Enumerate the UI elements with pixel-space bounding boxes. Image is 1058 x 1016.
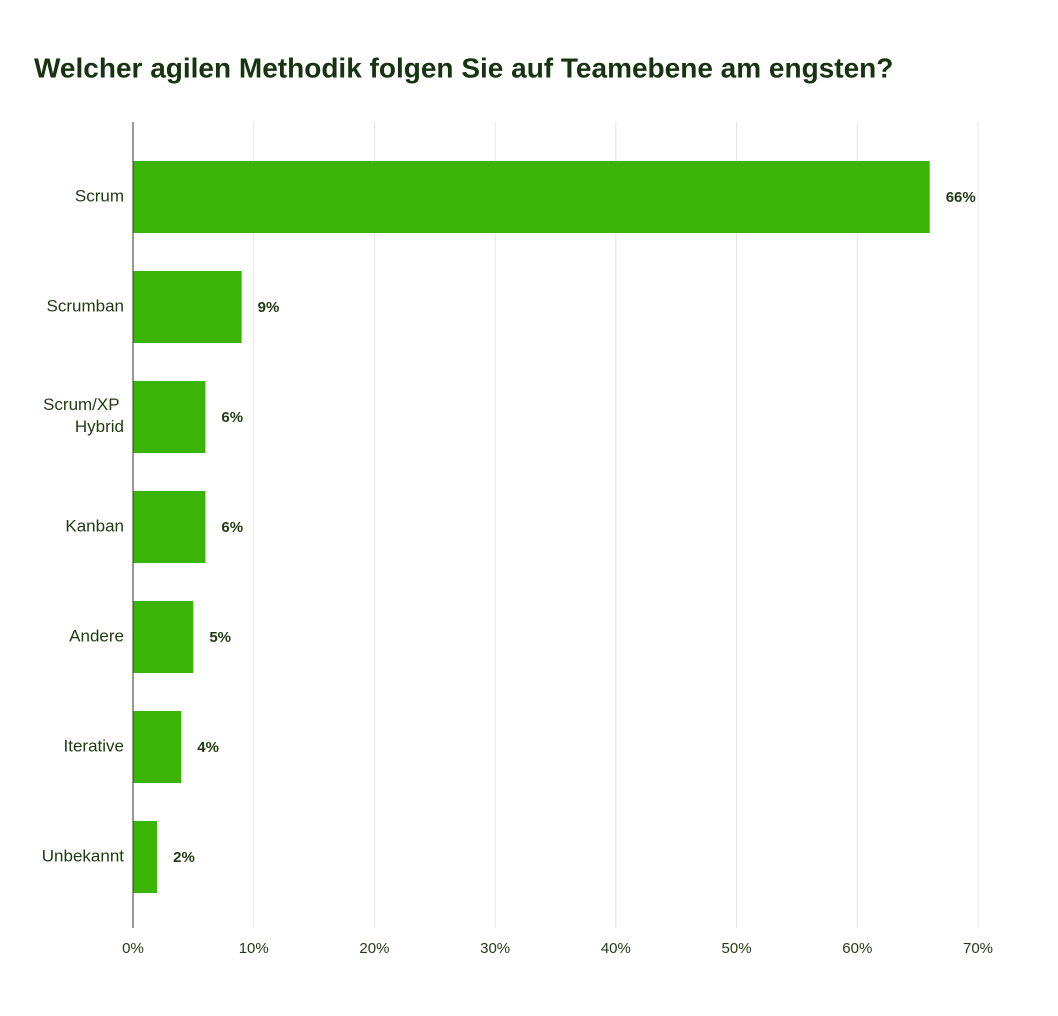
x-tick-label: 30% bbox=[480, 940, 510, 957]
value-label: 6% bbox=[221, 519, 243, 536]
bar bbox=[133, 381, 206, 453]
value-label: 5% bbox=[209, 629, 231, 646]
x-tick-label: 40% bbox=[601, 940, 631, 957]
x-tick-label: 60% bbox=[842, 940, 872, 957]
y-tick-label: Scrum bbox=[75, 186, 124, 205]
bar bbox=[133, 601, 194, 673]
x-tick-label: 0% bbox=[122, 940, 144, 957]
value-label: 9% bbox=[258, 299, 280, 316]
value-label: 6% bbox=[221, 409, 243, 426]
y-tick-label: Unbekannt bbox=[42, 846, 125, 865]
bar bbox=[133, 491, 206, 563]
y-tick-label: Scrum/XP Hybrid bbox=[43, 395, 124, 436]
bar bbox=[133, 711, 182, 783]
bar bbox=[133, 161, 930, 233]
bar bbox=[133, 271, 242, 343]
y-tick-label: Scrumban bbox=[47, 296, 124, 315]
x-tick-label: 10% bbox=[239, 940, 269, 957]
value-label: 2% bbox=[173, 849, 195, 866]
value-label: 66% bbox=[946, 189, 976, 206]
x-tick-label: 20% bbox=[359, 940, 389, 957]
x-tick-label: 70% bbox=[963, 940, 993, 957]
y-tick-label: Iterative bbox=[64, 736, 124, 755]
y-tick-label: Kanban bbox=[65, 516, 124, 535]
y-tick-label: Andere bbox=[69, 626, 124, 645]
x-tick-label: 50% bbox=[722, 940, 752, 957]
value-label: 4% bbox=[197, 739, 219, 756]
chart-title: Welcher agilen Methodik folgen Sie auf T… bbox=[34, 52, 893, 83]
bar bbox=[133, 821, 158, 893]
